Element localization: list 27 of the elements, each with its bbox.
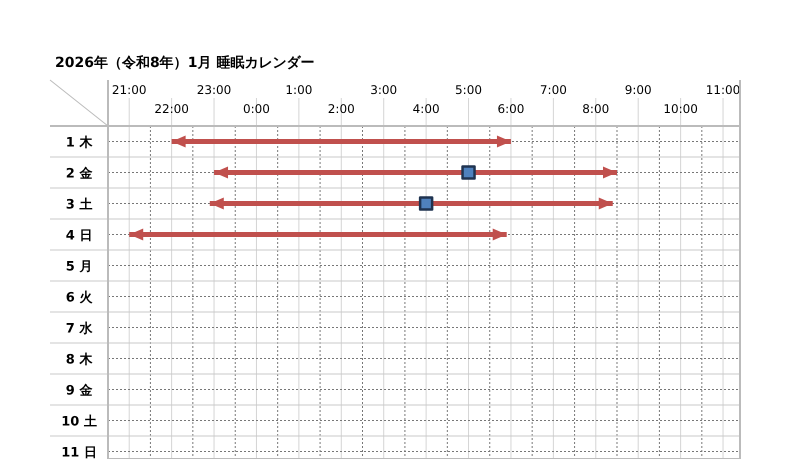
y-tick-label: 9 金 [66,384,94,399]
x2-tick-label: 7:00 [540,83,567,97]
x2-tick-label: 1:00 [285,83,312,97]
x2-tick-label: 23:00 [196,83,232,97]
x-tick-label: 2:00 [328,102,355,116]
x-tick-label: 8:00 [582,102,610,116]
chart-title: 2026年（令和8年）1月 睡眠カレンダー [55,55,314,71]
x-tick-label: 6:00 [497,102,524,116]
x-tick-label: 10:00 [663,102,698,116]
x2-tick-label: 5:00 [455,83,482,97]
y-tick-label: 1 木 [66,136,94,151]
y-tick-label: 4 日 [66,228,92,244]
x-tick-label: 22:00 [154,102,189,116]
y-tick-label: 6 火 [66,290,94,306]
y-tick-label: 5 月 [66,260,92,275]
y-tick-label: 7 水 [66,322,94,337]
x2-tick-label: 3:00 [370,83,398,97]
y-tick-label: 11 日 [61,446,97,459]
y-tick-label: 8 木 [66,352,94,368]
x2-tick-label: 9:00 [624,83,652,97]
y-tick-label: 3 土 [66,198,92,213]
x-tick-label: 4:00 [412,102,440,116]
y-tick-label: 2 金 [66,166,94,182]
x2-tick-label: 11:00 [706,83,740,97]
x-tick-label: 0:00 [242,102,270,116]
x2-tick-label: 21:00 [112,83,147,97]
y-tick-label: 10 土 [61,414,97,430]
